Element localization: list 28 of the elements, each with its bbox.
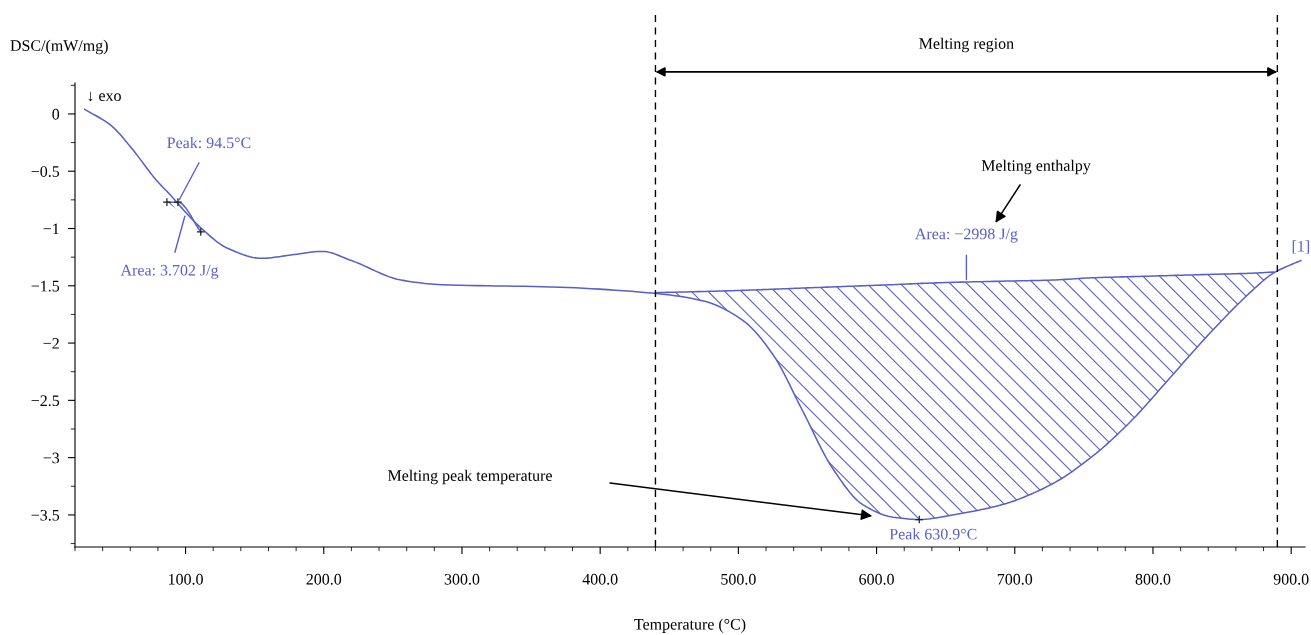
x-tick-label: 600.0 bbox=[859, 573, 894, 585]
y-tick-label: −3.5 bbox=[31, 509, 60, 521]
annotation: ↓ exo bbox=[88, 91, 121, 102]
x-tick-label: 500.0 bbox=[721, 573, 756, 585]
x-axis-title: Temperature (°C) bbox=[634, 618, 746, 633]
x-tick-label: 800.0 bbox=[1135, 573, 1171, 585]
x-tick-label: 700.0 bbox=[997, 573, 1033, 585]
annotation: Peak: 94.5°C bbox=[167, 136, 251, 149]
y-axis-title: DSC/(mW/mg) bbox=[10, 39, 108, 55]
y-tick-label: 0 bbox=[52, 108, 60, 120]
annotation: Melting peak temperature bbox=[387, 469, 552, 485]
y-tick-label: −0.5 bbox=[31, 166, 60, 177]
x-tick-label: 900.0 bbox=[1273, 573, 1309, 585]
text: Melting region bbox=[919, 37, 1014, 53]
y-tick-label: −1 bbox=[43, 223, 59, 235]
x-tick-label: 200.0 bbox=[306, 573, 342, 585]
annotation: Area: −2998 J/g bbox=[915, 228, 1018, 243]
annotation: Area: 3.702 J/g bbox=[120, 264, 219, 279]
annotation: Melting enthalpy bbox=[981, 159, 1091, 175]
x-tick-label: 400.0 bbox=[582, 573, 618, 585]
y-tick-label: −2 bbox=[43, 338, 59, 349]
x-tick-label: 300.0 bbox=[444, 573, 480, 585]
x-tick-label: 100.0 bbox=[169, 573, 203, 585]
y-tick-label: −1.5 bbox=[31, 280, 60, 292]
y-tick-label: −2.5 bbox=[31, 395, 60, 407]
annotation: Peak 630.9°C bbox=[889, 528, 977, 540]
y-tick-label: −3 bbox=[43, 452, 60, 464]
series-label: [1] bbox=[1292, 240, 1309, 254]
